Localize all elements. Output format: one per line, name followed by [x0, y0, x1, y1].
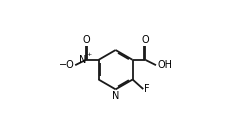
- Text: +: +: [86, 51, 91, 57]
- Text: F: F: [144, 84, 150, 94]
- Text: N: N: [112, 91, 119, 101]
- Text: OH: OH: [157, 60, 172, 70]
- Text: O: O: [142, 35, 149, 45]
- Text: −O: −O: [59, 60, 74, 70]
- Text: N: N: [79, 55, 86, 65]
- Text: O: O: [82, 35, 90, 45]
